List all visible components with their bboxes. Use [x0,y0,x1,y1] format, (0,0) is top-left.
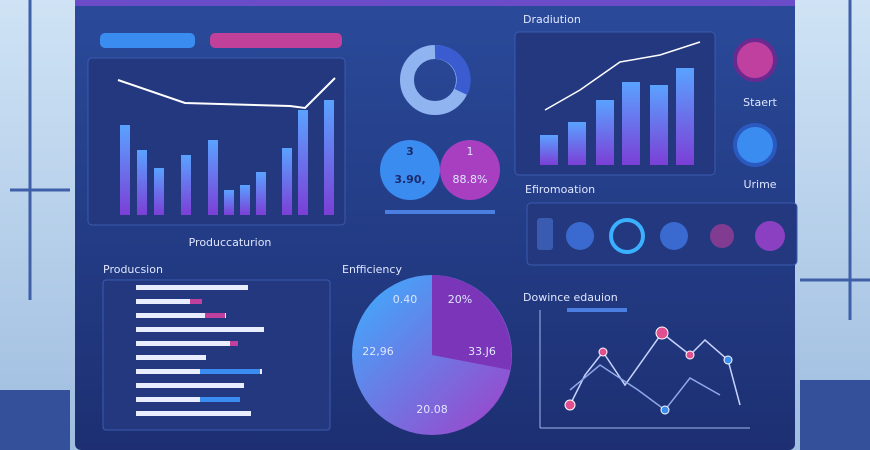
distribution-line [544,41,701,111]
machine [0,390,70,450]
panel-title: Efiromoation [525,183,595,196]
pie-label: 20% [448,293,472,306]
downtime-axes [539,310,750,429]
donut-segment [434,45,471,95]
list-bars [136,285,264,416]
pie-label: 0.40 [393,293,418,306]
button-label: Staert [743,96,777,109]
tab[interactable] [210,33,342,48]
production-bars [120,100,334,215]
tab[interactable] [100,33,195,48]
factory-pipes [10,0,870,320]
start-button[interactable] [733,38,777,82]
gauge-label: 3 [406,145,414,158]
panel-title: Enfficiency [342,263,402,276]
panel-label: Produccaturion [189,236,272,249]
machine [800,380,870,450]
pie-label: 20.08 [416,403,448,416]
gauge [380,140,440,200]
gauge-label: 1 [467,145,474,158]
uptime-button[interactable] [733,123,777,167]
gauge-value: 88.8% [453,173,488,186]
divider [385,210,495,214]
panel-title: Dradiution [523,13,581,26]
pie-label: 33.J6 [468,345,496,358]
pie-slice [432,275,512,370]
top-bar [75,0,795,6]
downtime-points [564,326,733,415]
info-icons [537,218,785,254]
pie-label: 22,96 [362,345,394,358]
legend-bar [567,308,627,312]
panel-title: Producsion [103,263,163,276]
downtime-line [569,364,721,412]
gauge [440,140,500,200]
gauge-value: 3.90, [394,173,425,186]
distribution-bars [540,68,694,165]
button-label: Urime [743,178,776,191]
panel-title: Dowince edauion [523,291,618,304]
trend-line [117,77,336,110]
